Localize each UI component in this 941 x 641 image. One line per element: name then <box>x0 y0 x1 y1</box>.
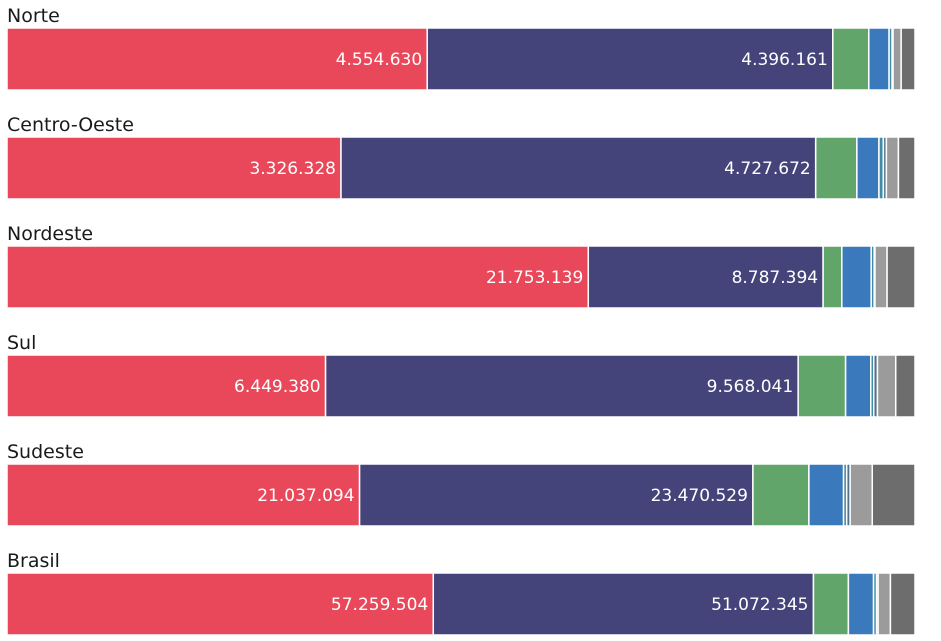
bar-segment-partido-3 <box>797 354 847 418</box>
category-label: Sul <box>7 332 36 354</box>
bar-segment-partido-3 <box>822 245 843 309</box>
bar-segment-partido-4 <box>841 245 872 309</box>
value-label: 9.568.041 <box>707 377 794 397</box>
bar-segment-partido-4 <box>844 354 872 418</box>
bar-segment-partido-1 <box>6 136 342 200</box>
category-label: Norte <box>7 5 60 27</box>
value-label: 23.470.529 <box>651 486 748 506</box>
row-nordeste: Nordeste 21.753.139 8.787.394 <box>6 223 916 309</box>
bar-segment-partido-3 <box>832 27 870 91</box>
value-label: 4.727.672 <box>724 159 811 179</box>
bar-segment-partido-3 <box>752 463 810 527</box>
bar-segment-partido-7 <box>885 136 900 200</box>
bar-segment-partido-3 <box>812 572 850 636</box>
bar-segment-partido-8 <box>871 463 916 527</box>
bar-segment-partido-2 <box>340 136 817 200</box>
row-norte: Norte 4.554.630 4.396.161 <box>6 5 916 91</box>
row-sudeste: Sudeste 21.037.094 23.470.529 <box>6 441 916 527</box>
value-label: 4.554.630 <box>336 50 423 70</box>
bar-segment-partido-1 <box>6 354 327 418</box>
bar-segment-partido-8 <box>886 245 916 309</box>
category-label: Nordeste <box>7 223 93 245</box>
bar-segment-partido-1 <box>6 463 361 527</box>
bar-segment-partido-2 <box>324 354 799 418</box>
value-label: 4.396.161 <box>741 50 828 70</box>
row-sul: Sul 6.449.380 9.568.041 <box>6 332 916 418</box>
bar-segment-partido-8 <box>889 572 916 636</box>
value-label: 21.753.139 <box>486 268 583 288</box>
value-label: 51.072.345 <box>711 595 808 615</box>
value-label: 21.037.094 <box>257 486 354 506</box>
value-label: 57.259.504 <box>331 595 428 615</box>
category-label: Centro-Oeste <box>7 114 134 136</box>
bar-segment-partido-2 <box>587 245 824 309</box>
bar-segment-partido-4 <box>856 136 880 200</box>
bar-segment-partido-8 <box>900 27 916 91</box>
bar-segment-partido-7 <box>892 27 902 91</box>
bar-segment-partido-2 <box>432 572 815 636</box>
bar-segment-partido-3 <box>814 136 858 200</box>
bar-segment-partido-7 <box>877 572 892 636</box>
bar-segment-partido-2 <box>358 463 754 527</box>
bar-segment-partido-1 <box>6 27 428 91</box>
bar-segment-partido-1 <box>6 572 435 636</box>
bar-segment-partido-4 <box>868 27 890 91</box>
bar-segment-partido-1 <box>6 245 590 309</box>
bar-segment-partido-4 <box>808 463 845 527</box>
value-label: 6.449.380 <box>234 377 321 397</box>
row-brasil: Brasil 57.259.504 51.072.345 <box>6 550 916 636</box>
row-centro-oeste: Centro-Oeste 3.326.328 4.727.672 <box>6 114 916 200</box>
category-label: Sudeste <box>7 441 84 463</box>
bar-segment-partido-8 <box>894 354 916 418</box>
bar-segment-partido-7 <box>874 245 888 309</box>
bar-segment-partido-2 <box>426 27 834 91</box>
value-label: 8.787.394 <box>732 268 819 288</box>
bar-segment-partido-7 <box>849 463 874 527</box>
bar-segment-partido-4 <box>847 572 875 636</box>
bar-segment-partido-7 <box>876 354 897 418</box>
category-label: Brasil <box>7 550 60 572</box>
value-label: 3.326.328 <box>249 159 336 179</box>
bar-segment-partido-8 <box>897 136 916 200</box>
